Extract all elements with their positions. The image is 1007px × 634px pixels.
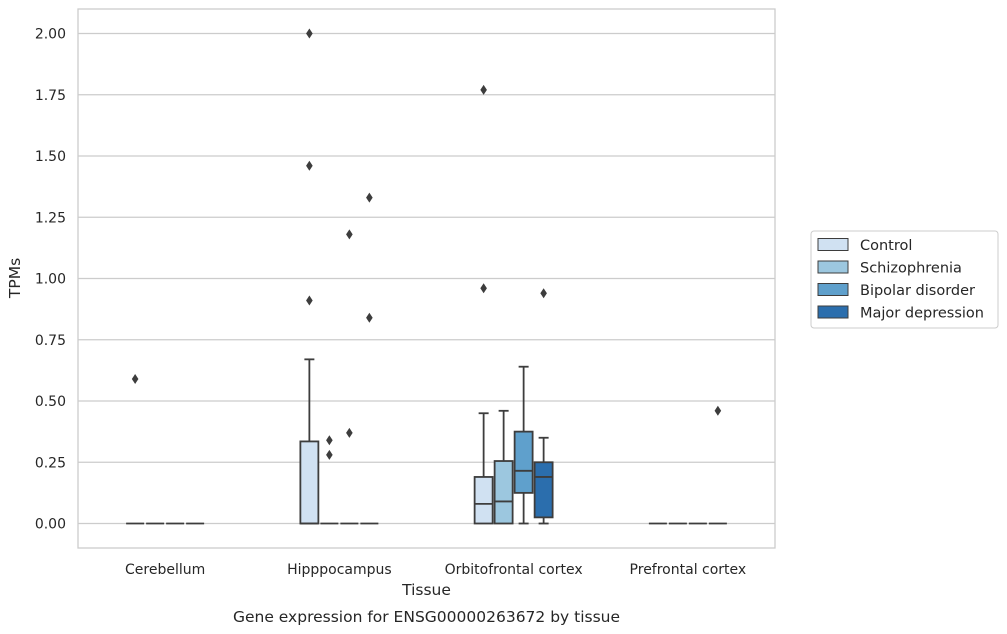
legend-swatch bbox=[817, 283, 849, 296]
y-tick-label: 0.25 bbox=[35, 455, 66, 471]
outlier-marker bbox=[366, 312, 373, 323]
x-tick-labels: Cerebellum Hipppocampus Orbitofrontal cort… bbox=[125, 562, 746, 578]
outlier-marker bbox=[306, 295, 313, 306]
box-body bbox=[533, 461, 554, 519]
outlier-points bbox=[131, 28, 722, 460]
legend-label: Control bbox=[860, 238, 912, 254]
x-tick-label: Hipppocampus bbox=[287, 562, 392, 578]
legend-frame bbox=[810, 230, 999, 329]
y-tick-label: 0.00 bbox=[35, 517, 66, 533]
outlier-marker bbox=[366, 192, 373, 203]
y-tick-label: 1.25 bbox=[35, 210, 66, 226]
box-series bbox=[126, 358, 727, 525]
outlier-marker bbox=[480, 84, 487, 95]
plot-frame bbox=[77, 8, 776, 549]
box-control bbox=[299, 358, 320, 525]
outlier-marker bbox=[131, 373, 139, 384]
y-tick-label: 0.50 bbox=[35, 394, 66, 410]
box-schizophrenia bbox=[493, 409, 514, 525]
box-control bbox=[473, 412, 494, 525]
box-body bbox=[513, 430, 534, 494]
legend-swatch bbox=[817, 238, 849, 251]
y-tick-labels: 0.00 0.25 0.50 0.75 1.00 1.25 1.50 1.75 2.00 bbox=[35, 27, 66, 533]
chart-caption: Gene expression for ENSG00000263672 by t… bbox=[233, 608, 620, 626]
outlier-marker bbox=[480, 283, 487, 294]
outlier-marker bbox=[714, 405, 722, 416]
box-body bbox=[299, 440, 320, 525]
box-body bbox=[493, 460, 514, 525]
outlier-marker bbox=[326, 449, 333, 460]
x-tick-label: Prefrontal cortex bbox=[630, 562, 747, 578]
y-axis-label: TPMs bbox=[6, 258, 24, 299]
y-tick-label: 2.00 bbox=[35, 27, 66, 43]
outlier-marker bbox=[306, 28, 313, 39]
outlier-marker bbox=[346, 427, 353, 438]
legend-label: Schizophrenia bbox=[860, 261, 962, 277]
y-tick-label: 1.75 bbox=[35, 88, 66, 104]
legend-label: Major depression bbox=[860, 306, 984, 322]
x-tick-label: Orbitofrontal cortex bbox=[445, 562, 583, 578]
box-major-depression bbox=[533, 436, 554, 525]
legend: Control Schizophrenia Bipolar disorder Majo… bbox=[810, 230, 999, 329]
x-axis-label: Tissue bbox=[401, 581, 451, 599]
y-tick-label: 1.50 bbox=[35, 149, 66, 165]
legend-swatch bbox=[817, 305, 849, 319]
outlier-marker bbox=[540, 288, 547, 299]
outlier-marker bbox=[326, 435, 333, 446]
legend-swatch bbox=[817, 260, 849, 274]
y-tick-label: 1.00 bbox=[35, 272, 66, 288]
legend-label: Bipolar disorder bbox=[860, 283, 975, 299]
outlier-marker bbox=[346, 229, 353, 240]
outlier-marker bbox=[306, 160, 313, 171]
x-tick-label: Cerebellum bbox=[125, 562, 205, 578]
y-tick-label: 0.75 bbox=[35, 333, 66, 349]
box-bipolar-disorder bbox=[513, 365, 534, 525]
box-body bbox=[473, 476, 494, 525]
